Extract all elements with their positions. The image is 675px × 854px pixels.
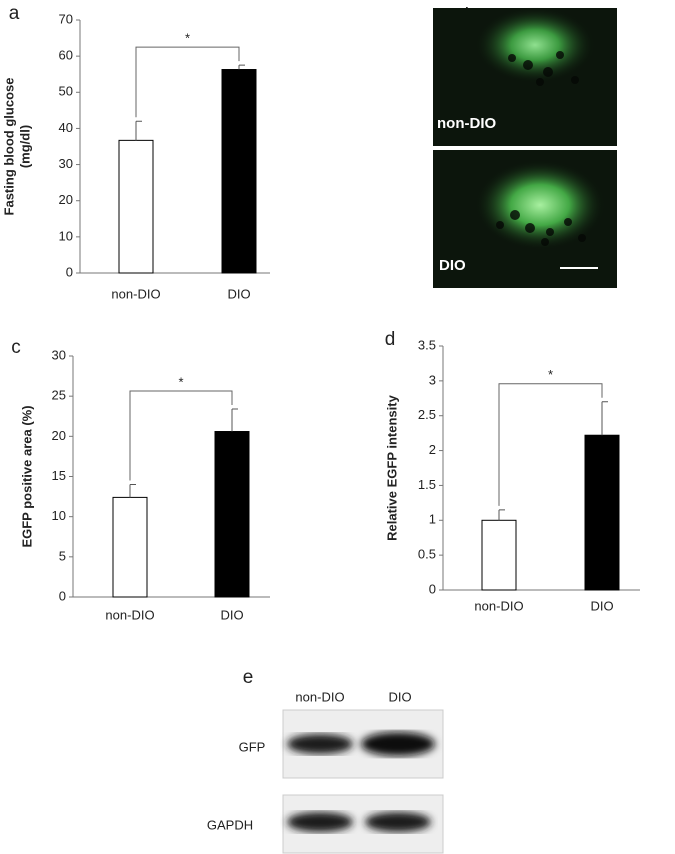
- y-tick-label: 10: [59, 228, 73, 243]
- y-tick-label: 70: [59, 11, 73, 26]
- y-tick-label: 30: [59, 156, 73, 171]
- bar: [112, 496, 148, 598]
- x-tick-label: DIO: [227, 286, 250, 301]
- x-tick-label: non-DIO: [111, 286, 160, 301]
- y-tick-label: 15: [52, 468, 66, 483]
- y-tick-label: 50: [59, 84, 73, 99]
- y-tick-label: 3.5: [418, 337, 436, 352]
- significance-bracket: [135, 46, 240, 118]
- y-tick-label: 0.5: [418, 547, 436, 562]
- panel-letter: e: [243, 667, 254, 688]
- y-tick-label: 20: [52, 428, 66, 443]
- x-tick-label: non-DIO: [105, 607, 154, 622]
- row-label: GAPDH: [207, 817, 253, 832]
- significance-bracket: [129, 390, 233, 481]
- error-bar: [231, 408, 238, 432]
- fluorescence: [475, 7, 595, 83]
- bar: [118, 139, 154, 274]
- image-label: DIO: [439, 257, 466, 274]
- bar: [481, 519, 517, 591]
- y-tick-label: 60: [59, 48, 73, 63]
- lane-label: non-DIO: [295, 689, 344, 704]
- x-tick-label: DIO: [220, 607, 243, 622]
- row-label: GFP: [239, 739, 266, 754]
- error-bar: [135, 120, 142, 141]
- band: [287, 812, 353, 832]
- y-axis-label: (mg/dl): [17, 125, 32, 168]
- x-tick-label: DIO: [590, 598, 613, 613]
- y-tick-label: 10: [52, 508, 66, 523]
- y-tick-label: 25: [52, 388, 66, 403]
- y-tick-label: 3: [429, 372, 436, 387]
- bar: [214, 431, 250, 598]
- y-tick-label: 1: [429, 512, 436, 527]
- fluorescence: [475, 160, 605, 250]
- y-tick-label: 20: [59, 192, 73, 207]
- band: [365, 812, 431, 832]
- error-bar: [238, 64, 245, 70]
- significance-bracket: [498, 383, 603, 506]
- y-tick-label: 1.5: [418, 477, 436, 492]
- panel-letter: d: [385, 329, 396, 350]
- y-axis-label: EGFP positive area (%): [19, 405, 34, 547]
- bar: [584, 434, 620, 591]
- cells: [496, 210, 586, 246]
- annotation: *: [548, 367, 553, 382]
- error-bar: [601, 401, 608, 436]
- annotation: *: [185, 31, 190, 46]
- image-label: non-DIO: [437, 115, 496, 132]
- y-tick-label: 2: [429, 442, 436, 457]
- annotation: *: [178, 374, 183, 389]
- error-bar: [129, 484, 136, 498]
- y-axis-label: Relative EGFP intensity: [384, 394, 399, 540]
- error-bar: [498, 509, 505, 521]
- panel-letter: a: [9, 3, 20, 24]
- y-tick-label: 0: [429, 581, 436, 596]
- x-tick-label: non-DIO: [474, 598, 523, 613]
- y-tick-label: 2.5: [418, 407, 436, 422]
- y-tick-label: 0: [66, 264, 73, 279]
- cells: [508, 51, 579, 86]
- y-tick-label: 40: [59, 120, 73, 135]
- band: [287, 734, 353, 754]
- y-tick-label: 30: [52, 347, 66, 362]
- bar: [221, 69, 257, 274]
- panel-letter: c: [11, 337, 21, 358]
- band: [361, 732, 435, 756]
- y-tick-label: 5: [59, 548, 66, 563]
- y-axis-label: Fasting blood glucose: [1, 78, 16, 216]
- lane-label: DIO: [388, 689, 411, 704]
- y-tick-label: 0: [59, 588, 66, 603]
